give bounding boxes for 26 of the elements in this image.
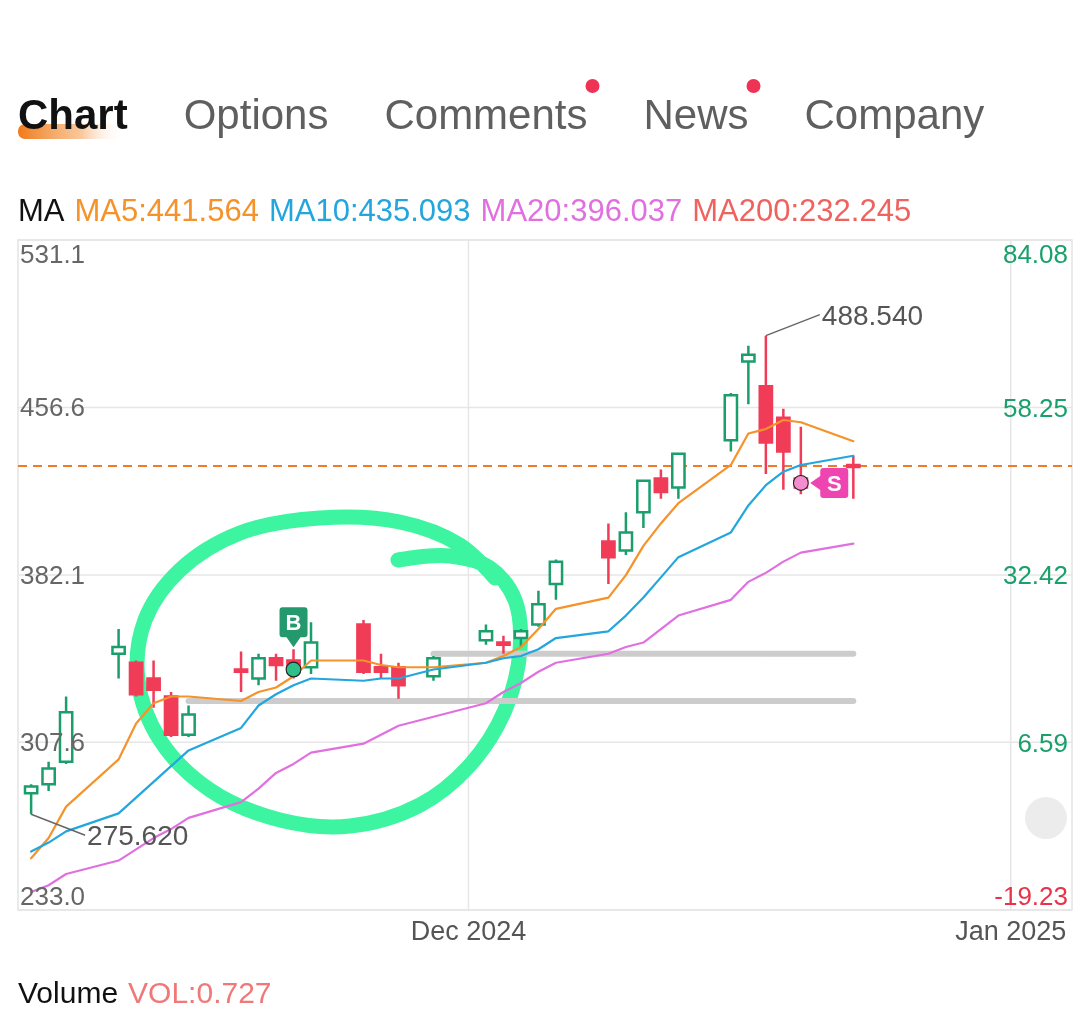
text: MA5:441.564: [74, 193, 259, 228]
text: VOL:0.727: [128, 976, 272, 1009]
y-tick-label: 233.0: [20, 880, 86, 911]
text: Comments: [384, 91, 588, 138]
y2-tick-label: 58.25: [1002, 392, 1068, 423]
y2-tick-label: 6.59: [1017, 727, 1068, 758]
y-tick-label: 382.1: [20, 559, 86, 590]
text: News: [643, 91, 749, 138]
legend-label: MA200:232.245: [692, 193, 912, 228]
text: Company: [804, 91, 985, 138]
y2-tick-label: 84.08: [1002, 239, 1068, 270]
y2-tick-label: 32.42: [1002, 560, 1068, 591]
x-tick-label: Jan 2025: [955, 916, 1067, 946]
data-label: S: [826, 470, 842, 496]
y-tick-label: 531.1: [20, 239, 86, 270]
text: Volume: [18, 976, 119, 1009]
text: MA10:435.093: [268, 193, 471, 228]
text: MA20:396.037: [480, 193, 683, 228]
y-tick-label: 456.6: [20, 392, 86, 423]
text: Options: [183, 91, 329, 138]
y2-tick-label: -19.23: [994, 880, 1068, 911]
x-tick-label: Dec 2024: [410, 916, 527, 946]
data-label: B: [285, 609, 302, 635]
legend-title: MA: [18, 193, 65, 228]
annotation: 488.540: [821, 299, 924, 331]
text: Chart: [18, 91, 128, 138]
